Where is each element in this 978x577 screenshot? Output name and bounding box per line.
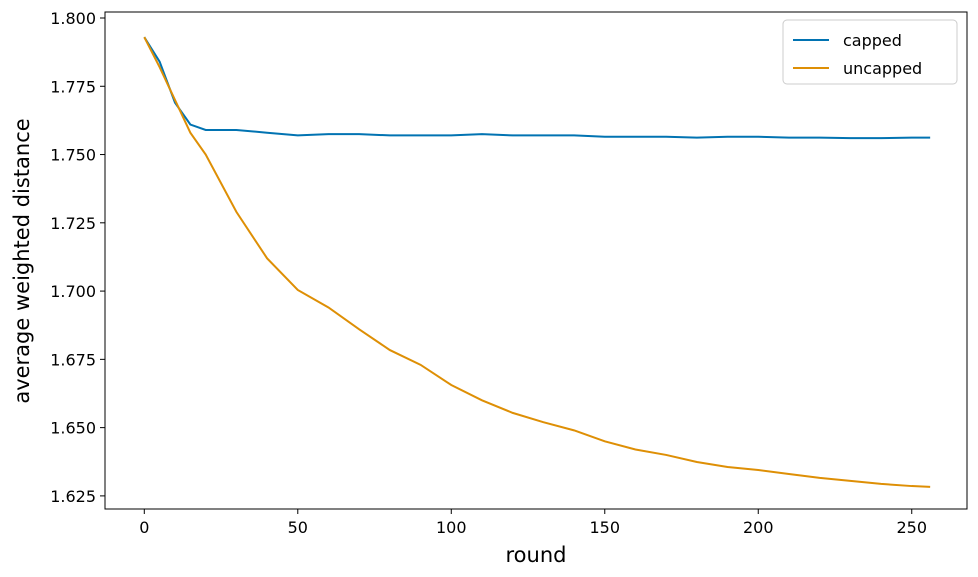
x-tick-label: 150 xyxy=(589,518,620,537)
y-tick-label: 1.775 xyxy=(50,77,96,96)
y-tick-label: 1.625 xyxy=(50,487,96,506)
series-line xyxy=(143,36,931,140)
plot-frame xyxy=(104,11,968,510)
y-tick-label: 1.700 xyxy=(50,282,96,301)
y-axis-label: average weighted distance xyxy=(10,118,34,403)
legend-label: uncapped xyxy=(843,59,922,78)
y-tick-label: 1.750 xyxy=(50,146,96,165)
x-tick-label: 50 xyxy=(288,518,308,537)
x-tick-label: 250 xyxy=(896,518,927,537)
x-axis-label: round xyxy=(506,543,567,567)
y-tick-label: 1.650 xyxy=(50,419,96,438)
y-tick-label: 1.725 xyxy=(50,214,96,233)
x-tick-label: 0 xyxy=(139,518,149,537)
y-tick-label: 1.675 xyxy=(50,350,96,369)
series-line xyxy=(143,36,931,488)
y-tick-label: 1.800 xyxy=(50,9,96,28)
x-tick-label: 100 xyxy=(436,518,467,537)
x-tick-label: 200 xyxy=(743,518,774,537)
legend-label: capped xyxy=(843,31,902,50)
